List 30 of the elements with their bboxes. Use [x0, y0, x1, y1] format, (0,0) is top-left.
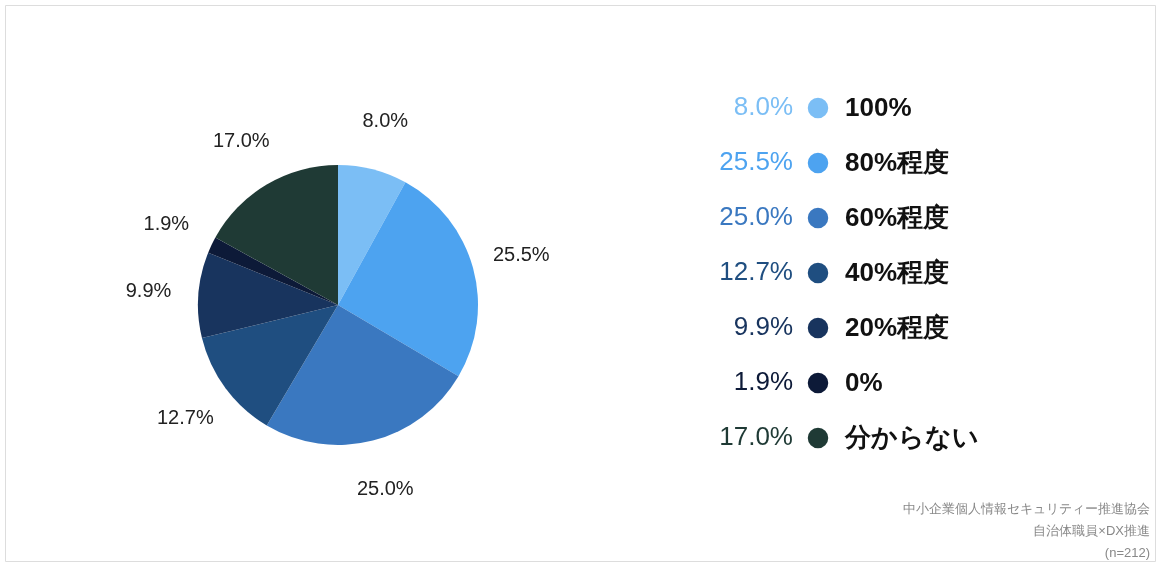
legend-label: 80%程度	[845, 147, 950, 177]
text: 中小企業個人情報セキュリティー推進協会	[903, 501, 1150, 516]
text: 自治体職員×DX推進	[1033, 523, 1150, 538]
data-label: 25.0%	[356, 477, 414, 500]
legend-label: 20%程度	[845, 312, 950, 342]
pie-slice	[215, 165, 338, 305]
pie-slice	[198, 252, 338, 339]
pie-slice	[338, 182, 478, 377]
text: 25.0%	[719, 201, 793, 231]
text: 9.9%	[733, 311, 793, 341]
text: 17.0%	[719, 421, 793, 451]
text: 1.9%	[733, 366, 793, 396]
pie-slice	[208, 237, 338, 305]
pie-slice	[266, 305, 459, 445]
legend-label: 40%程度	[845, 257, 950, 287]
data-label: 9.9%	[125, 279, 172, 302]
data-label: 12.7%	[156, 406, 214, 429]
data-label: 17.0%	[212, 129, 270, 152]
legend-label: 100%	[845, 92, 912, 122]
data-label: 8.0%	[362, 108, 409, 131]
text: 8.0%	[733, 91, 793, 121]
data-label: 1.9%	[143, 211, 190, 234]
text: 25.5%	[719, 146, 793, 176]
text: 12.7%	[719, 256, 793, 286]
legend-label: 60%程度	[845, 202, 950, 232]
data-label: 25.5%	[492, 242, 550, 265]
legend-label: 分からない	[844, 422, 979, 452]
pie-slice	[338, 165, 406, 305]
text: (n=212)	[1104, 545, 1150, 560]
legend-label: 0%	[845, 367, 883, 397]
